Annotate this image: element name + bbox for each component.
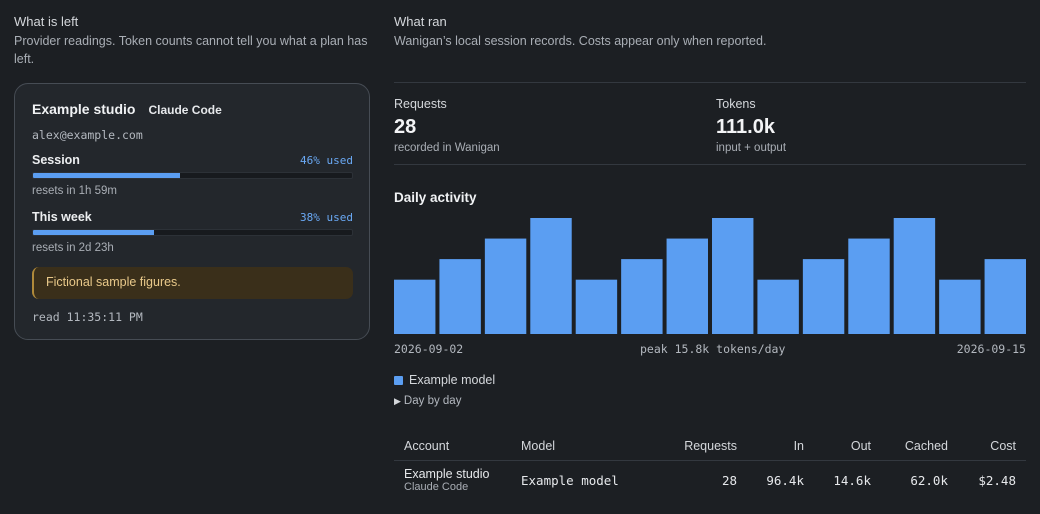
header-model: Model [521, 432, 661, 461]
chart-bar [757, 279, 799, 334]
chart-bar [802, 259, 845, 334]
disclosure-triangle-icon: ▶ [394, 395, 401, 406]
stat-label: Requests [394, 97, 447, 111]
chart-bar [439, 259, 481, 334]
header-account: Account [394, 432, 521, 461]
chart-bar [530, 218, 572, 334]
row-provider: Claude Code [404, 481, 469, 494]
meter-used: 38% used [300, 211, 353, 224]
legend-label: Example model [409, 373, 496, 387]
divider [394, 164, 1026, 165]
chart-bar [484, 238, 527, 334]
account-card: Example studio Claude Code alex@example.… [14, 83, 370, 340]
axis-end-label: 2026-09-15 [956, 342, 1026, 356]
requests-stat: Requests 28 recorded in Wanigan [394, 97, 500, 154]
row-account-name: Example studio [404, 467, 490, 482]
stat-value: 111.0k [716, 116, 775, 138]
chart-legend: Example model [394, 373, 495, 387]
chart-title: Daily activity [394, 190, 477, 205]
header-in: In [747, 432, 814, 461]
progress-fill [33, 230, 155, 235]
header-requests: Requests [661, 432, 747, 461]
card-header: Example studio Claude Code [32, 101, 222, 117]
divider [394, 82, 1026, 83]
chart-bar [939, 279, 981, 334]
chart-bar [984, 259, 1026, 334]
header-cached: Cached [881, 432, 958, 461]
provider-label: Claude Code [148, 103, 222, 117]
section-subtitle: Provider readings. Token counts cannot t… [14, 34, 368, 66]
usage-table: Account Model Requests In Out Cached Cos… [394, 432, 1026, 500]
chart-bar [575, 279, 618, 334]
header-out: Out [814, 432, 881, 461]
chart-bar [893, 218, 936, 334]
section-title: What ran [394, 14, 447, 29]
axis-peak-label: peak 15.8k tokens/day [640, 342, 786, 356]
meter-used: 46% used [300, 154, 353, 167]
cell-cached: 62.0k [910, 472, 948, 488]
stat-label: Tokens [716, 97, 756, 111]
meter-reset: resets in 1h 59m [32, 185, 118, 197]
meter-label: This week [32, 210, 92, 224]
chart-bar [621, 259, 663, 334]
legend-swatch [394, 375, 403, 385]
cell-requests: 28 [721, 472, 737, 488]
progress-track [32, 229, 353, 236]
table-row: Example studio Claude Code Example model… [394, 460, 1026, 500]
week-meter: This week 38% used resets in 2d 23h [32, 210, 353, 254]
cell-model: Example model [521, 472, 619, 488]
disclosure-label: Day by day [403, 395, 462, 407]
sample-notice: Fictional sample figures. [32, 267, 353, 299]
account-name: Example studio [32, 101, 136, 117]
chart-bar [848, 238, 890, 334]
cell-in: 96.4k [766, 472, 804, 488]
chart-bar [394, 279, 436, 334]
axis-start-label: 2026-09-02 [394, 342, 464, 356]
chart-bar [712, 218, 754, 334]
what-ran-section: What ran Wanigan’s local session records… [394, 14, 1026, 50]
meter-label: Session [32, 153, 80, 167]
progress-track [32, 172, 353, 179]
stat-sub: input + output [716, 142, 787, 154]
cell-cost: $2.48 [978, 472, 1016, 488]
tokens-stat: Tokens 111.0k input + output [716, 97, 786, 154]
section-title: What is left [14, 14, 79, 29]
progress-fill [33, 173, 180, 178]
meter-reset: resets in 2d 23h [32, 242, 114, 254]
stat-value: 28 [394, 116, 417, 138]
table-header-row: Account Model Requests In Out Cached Cos… [394, 432, 1026, 461]
stat-sub: recorded in Wanigan [394, 142, 500, 154]
header-cost: Cost [958, 432, 1026, 461]
section-subtitle: Wanigan’s local session records. Costs a… [394, 34, 767, 48]
daily-activity-chart [394, 218, 1026, 334]
read-time: read 11:35:11 PM [32, 310, 143, 324]
cell-out: 14.6k [833, 472, 871, 488]
what-is-left-section: What is left Provider readings. Token co… [14, 14, 370, 68]
day-by-day-toggle[interactable]: ▶ Day by day [394, 395, 461, 407]
chart-bar [666, 238, 708, 334]
session-meter: Session 46% used resets in 1h 59m [32, 153, 353, 197]
cell-account: Example studio Claude Code [394, 460, 521, 500]
account-email: alex@example.com [32, 128, 143, 142]
